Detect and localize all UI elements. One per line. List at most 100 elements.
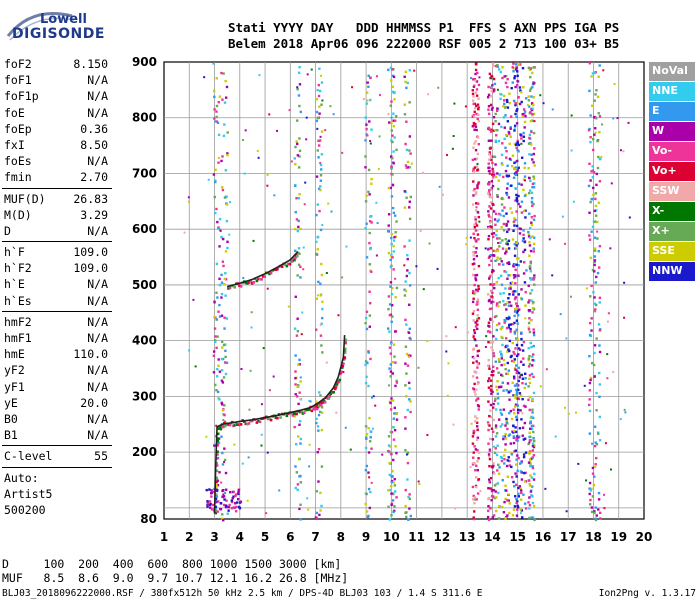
echo-point [230,507,234,510]
echo-point [367,427,370,430]
echo-point [364,166,367,169]
echo-point [319,89,322,93]
echo-point [487,213,490,217]
echo-point [477,457,480,460]
echo-point [533,444,536,447]
echo-point [524,290,527,294]
echo-point [477,451,481,454]
legend-item: NoVal [649,62,695,81]
echo-point [221,495,224,499]
echo-point [497,463,500,467]
echo-point [520,137,523,140]
echo-point [488,152,491,156]
echo-point [510,211,514,214]
echo-point [474,339,477,342]
echo-point [505,156,508,159]
echo-point [388,367,391,370]
echo-point [533,518,536,522]
echo-point [319,74,322,77]
echo-point [526,104,529,107]
echo-point [306,73,309,76]
echo-point [491,291,494,295]
echo-point [250,419,254,423]
echo-point [500,363,503,367]
echo-point [208,500,212,503]
echo-point [503,462,506,465]
echo-point [522,357,525,360]
echo-point [596,95,600,99]
echo-point [511,66,514,69]
echo-point [512,435,516,438]
echo-point [528,68,532,72]
echo-point [474,321,477,324]
echo-point [512,441,516,445]
echo-point [224,504,228,507]
echo-point [595,337,598,340]
x-tick-label: 2 [185,530,193,544]
echo-point [507,239,511,242]
echo-point [445,335,448,338]
echo-point [390,195,394,198]
echo-point [589,295,592,298]
echo-point [522,108,526,111]
echo-point [320,168,323,171]
echo-point [228,503,231,507]
echo-point [530,425,534,428]
echo-point [502,94,506,98]
echo-point [497,358,501,361]
echo-point [404,280,407,283]
echo-point [371,427,374,430]
param-row: Artist5 [2,486,112,502]
echo-point [594,441,597,444]
echo-point [522,438,526,441]
echo-point [365,256,369,259]
echo-point [465,243,468,246]
echo-point [527,230,530,234]
echo-point [390,320,393,324]
echo-point [506,301,510,304]
echo-point [214,340,217,344]
echo-point [508,274,512,277]
echo-point [387,384,390,387]
echo-point [392,244,395,248]
echo-point [320,428,324,432]
echo-point [513,77,516,80]
echo-point [493,445,496,448]
echo-point [296,88,299,91]
echo-point [503,75,506,78]
echo-point [341,276,344,279]
echo-point [224,250,228,253]
echo-point [508,411,511,415]
echo-point [519,360,523,363]
echo-point [490,108,494,111]
echo-point [515,475,518,478]
echo-point [473,166,477,169]
echo-point [523,480,527,483]
echo-point [532,436,535,440]
echo-point [598,415,602,419]
echo-point [503,106,507,109]
echo-point [471,125,475,128]
echo-point [408,497,412,501]
echo-point [394,295,397,299]
echo-point [287,305,290,308]
y-tick-label: 200 [132,445,157,459]
echo-point [593,351,596,355]
echo-point [494,163,497,166]
echo-point [391,173,394,176]
echo-point [628,216,631,219]
echo-point [559,313,562,316]
echo-point [593,209,597,213]
echo-point [502,99,506,102]
echo-point [503,206,506,209]
echo-point [598,344,601,347]
echo-point [228,201,231,204]
echo-point [532,504,536,508]
echo-point [530,191,534,195]
echo-point [276,416,279,420]
echo-point [215,476,219,480]
echo-point [487,181,491,184]
echo-point [495,314,498,318]
echo-point [392,112,395,115]
